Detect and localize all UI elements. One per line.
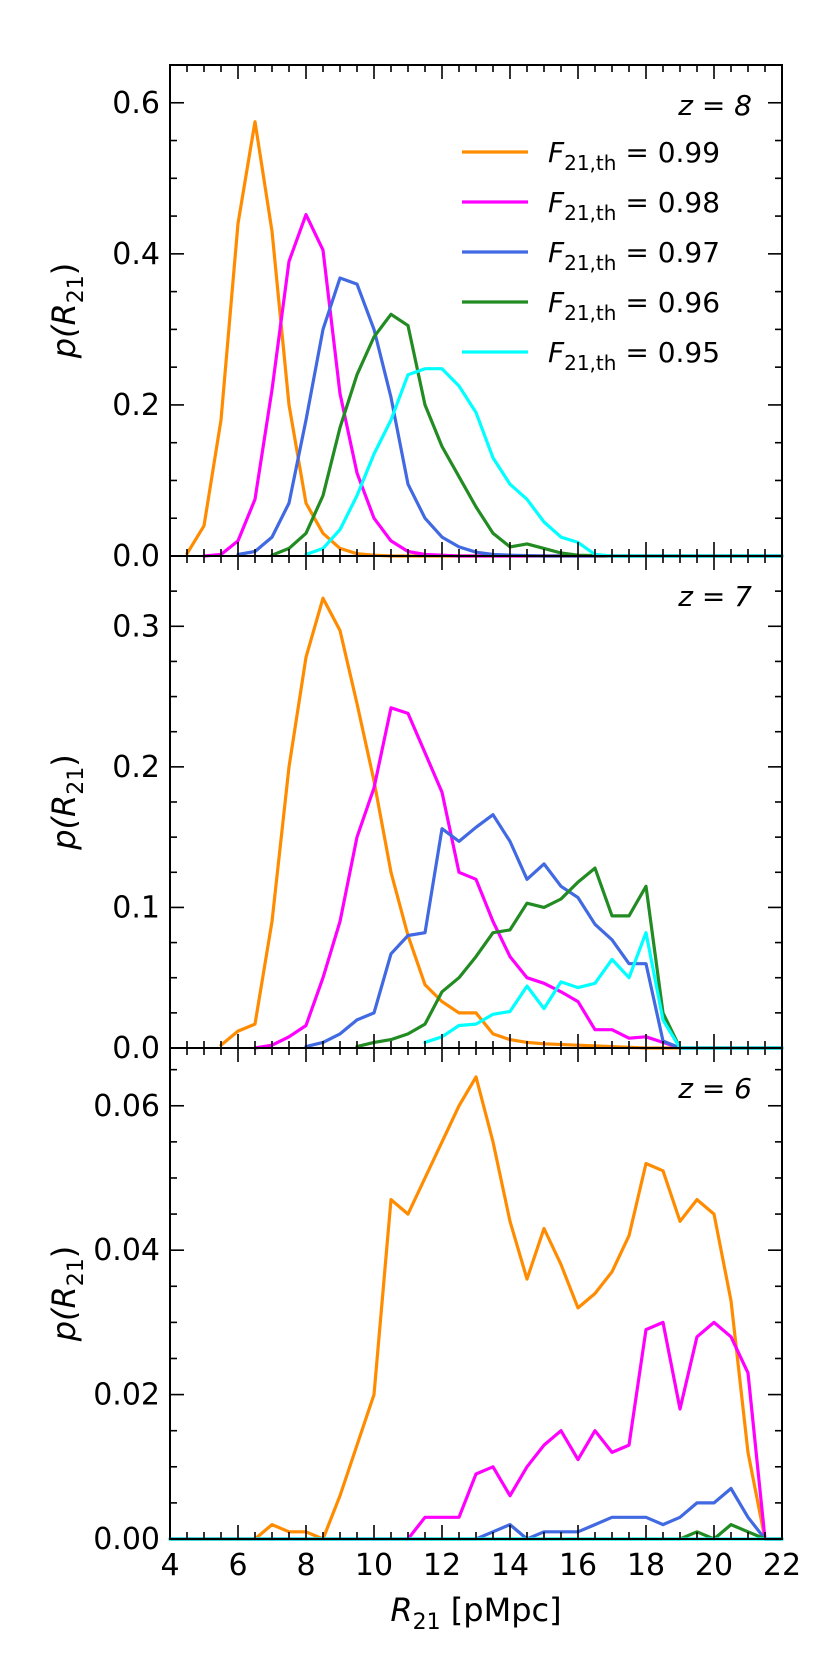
- x-tick-label: 14: [491, 1548, 529, 1583]
- y-tick-label: 0.02: [93, 1378, 160, 1413]
- y-ticks: [170, 1068, 782, 1540]
- x-tick-label: 8: [296, 1548, 315, 1583]
- y-tick-label: 0.2: [112, 388, 160, 423]
- panel-z7: 0.0 0.1 0.2 0.3 p(R21) z = 7: [45, 555, 784, 1066]
- x-ticks: [169, 65, 783, 556]
- series-line-098: [168, 1320, 784, 1541]
- x-tick-label: 16: [559, 1548, 597, 1583]
- panel-z6: 0.00 0.02 0.04 0.06 p(R21) z = 6 4 6 8 10 12 14 16 18…: [45, 1047, 801, 1635]
- x-tick-label: 12: [423, 1548, 461, 1583]
- y-tick-label: 0.1: [112, 890, 160, 925]
- y-tick-label: 0.4: [112, 237, 160, 272]
- panel-label: z = 7: [677, 580, 752, 613]
- y-tick-label: 0.0: [112, 1031, 160, 1066]
- y-axis-label: p(R21): [45, 1246, 89, 1343]
- y-tick-label: 0.06: [93, 1089, 160, 1124]
- x-tick-label: 22: [763, 1548, 801, 1583]
- axes-frame: [169, 1047, 783, 1540]
- panel-label: z = 8: [677, 89, 752, 122]
- series-line-098: [253, 706, 784, 1050]
- x-tick-label: 4: [160, 1548, 179, 1583]
- x-tick-label: 6: [228, 1548, 247, 1583]
- y-tick-label: 0.04: [93, 1233, 160, 1268]
- x-tick-label: 20: [695, 1548, 733, 1583]
- y-tick-label: 0.00: [93, 1522, 160, 1557]
- legend-label: F21,th = 0.95: [548, 336, 720, 375]
- y-tick-label: 0.6: [112, 86, 160, 121]
- series-line-099: [168, 1075, 784, 1541]
- series-line-097: [304, 813, 784, 1050]
- legend-label: F21,th = 0.99: [548, 136, 720, 175]
- series-line-097: [168, 1486, 784, 1541]
- y-axis-label: p(R21): [45, 263, 89, 360]
- x-ticks: [169, 556, 783, 1048]
- y-tick-label: 0.3: [112, 609, 160, 644]
- x-tick-label: 18: [627, 1548, 665, 1583]
- x-axis-label: R21 [pMpc]: [390, 1591, 561, 1635]
- y-ticks: [170, 64, 782, 557]
- legend-label: F21,th = 0.97: [548, 236, 720, 275]
- x-tick-label: 10: [355, 1548, 393, 1583]
- legend-label: F21,th = 0.98: [548, 186, 720, 225]
- panel-label: z = 6: [677, 1072, 752, 1105]
- y-tick-label: 0.0: [112, 539, 160, 574]
- legend-label: F21,th = 0.96: [548, 286, 720, 325]
- x-ticks: [169, 1048, 783, 1539]
- series-line-097: [236, 276, 784, 558]
- y-tick-label: 0.2: [112, 750, 160, 785]
- series-line-096: [355, 866, 784, 1050]
- legend: F21,th = 0.99 F21,th = 0.98 F21,th = 0.97 F…: [462, 136, 720, 375]
- series-line-095: [304, 367, 784, 558]
- series-line-099: [219, 596, 784, 1050]
- y-axis-label: p(R21): [45, 754, 89, 851]
